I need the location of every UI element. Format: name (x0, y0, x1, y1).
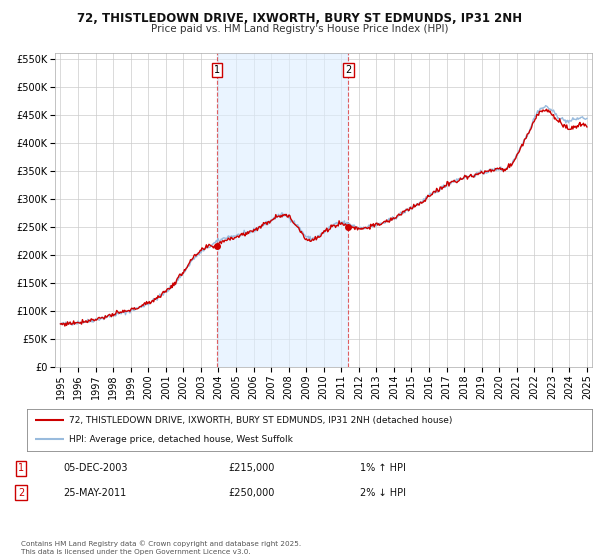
Text: Contains HM Land Registry data © Crown copyright and database right 2025.
This d: Contains HM Land Registry data © Crown c… (21, 540, 301, 554)
Text: 25-MAY-2011: 25-MAY-2011 (63, 488, 126, 498)
Text: 1: 1 (214, 65, 220, 75)
Text: 72, THISTLEDOWN DRIVE, IXWORTH, BURY ST EDMUNDS, IP31 2NH (detached house): 72, THISTLEDOWN DRIVE, IXWORTH, BURY ST … (70, 416, 453, 424)
Text: £250,000: £250,000 (228, 488, 274, 498)
Text: £215,000: £215,000 (228, 463, 274, 473)
Bar (217, 53, 348, 367)
Text: 72, THISTLEDOWN DRIVE, IXWORTH, BURY ST EDMUNDS, IP31 2NH: 72, THISTLEDOWN DRIVE, IXWORTH, BURY ST … (77, 12, 523, 25)
Text: Price paid vs. HM Land Registry's House Price Index (HPI): Price paid vs. HM Land Registry's House … (151, 24, 449, 34)
Text: 2% ↓ HPI: 2% ↓ HPI (360, 488, 406, 498)
Text: 2: 2 (345, 65, 351, 75)
Text: HPI: Average price, detached house, West Suffolk: HPI: Average price, detached house, West… (70, 435, 293, 444)
Text: 2: 2 (18, 488, 24, 498)
Text: 1% ↑ HPI: 1% ↑ HPI (360, 463, 406, 473)
Text: 1: 1 (18, 463, 24, 473)
Text: 05-DEC-2003: 05-DEC-2003 (63, 463, 128, 473)
